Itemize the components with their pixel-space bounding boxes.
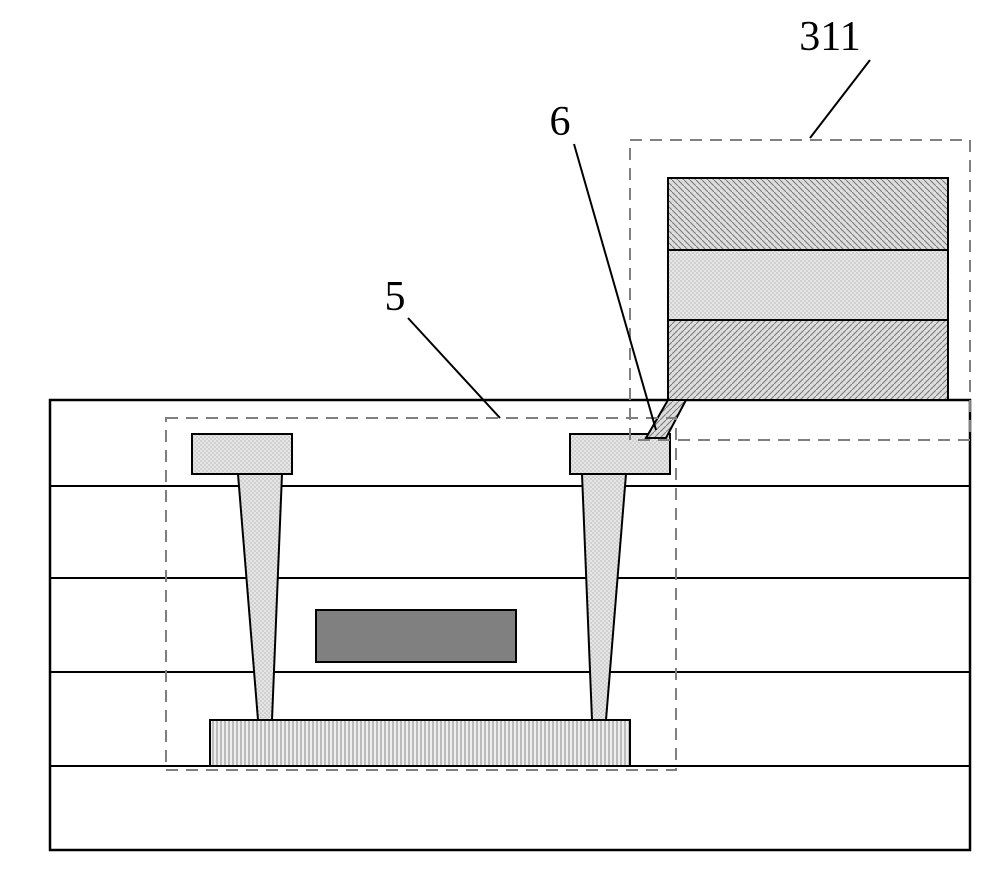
label-6: 6 <box>550 99 571 145</box>
label-311: 311 <box>799 14 860 60</box>
mid-block <box>316 610 516 662</box>
chip-layer-2 <box>668 320 948 400</box>
left-post-cap <box>192 434 292 474</box>
chip-layer-1 <box>668 250 948 320</box>
bottom-plate <box>210 720 630 766</box>
leader-311 <box>810 60 870 138</box>
label-5: 5 <box>385 274 406 320</box>
chip-layer-0 <box>668 178 948 250</box>
leader-6 <box>574 144 656 430</box>
right-post-cap <box>570 434 670 474</box>
